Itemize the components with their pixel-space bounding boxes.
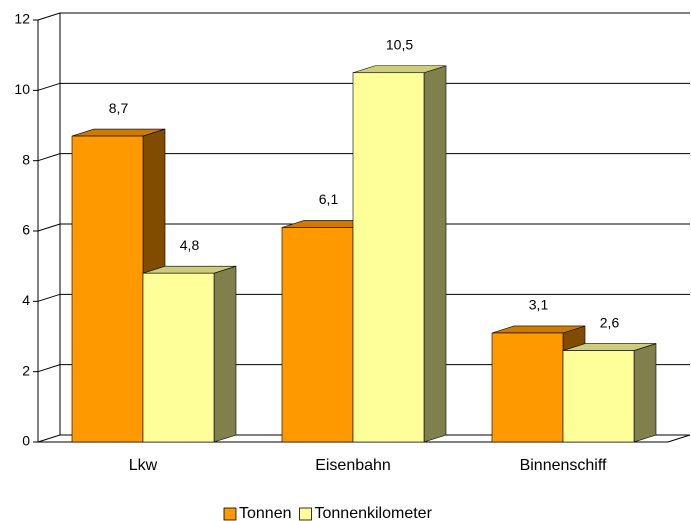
bar-front [142, 272, 215, 443]
bar-side [423, 65, 447, 443]
value-label: 3,1 [529, 297, 549, 313]
grid-line [37, 364, 690, 373]
y-tick-label: 12 [14, 11, 30, 27]
bar-front [562, 350, 635, 443]
floor [37, 434, 690, 443]
value-label: 6,1 [319, 191, 339, 207]
x-tick-label: Lkw [129, 457, 158, 474]
x-tick-label: Binnenschiff [520, 457, 607, 474]
grid-line [37, 223, 690, 232]
bar-side [213, 265, 237, 443]
y-tick-label: 10 [14, 81, 30, 97]
bar-front [352, 72, 425, 443]
y-tick-label: 4 [22, 292, 30, 308]
y-tick-label: 6 [22, 222, 30, 238]
grid-line [37, 82, 690, 91]
grid-line [37, 293, 690, 302]
bar-front [491, 332, 564, 443]
value-label: 10,5 [386, 36, 413, 52]
bar-front [71, 135, 144, 443]
y-tick-label: 8 [22, 151, 30, 167]
grid-line [37, 12, 690, 21]
legend-label: Tonnenkilometer [315, 505, 433, 521]
legend-swatch [299, 507, 312, 521]
value-label: 4,8 [180, 237, 200, 253]
legend-label: Tonnen [239, 505, 292, 521]
x-tick-label: Eisenbahn [315, 457, 391, 474]
bar [352, 65, 447, 443]
bar [142, 265, 237, 443]
value-label: 2,6 [600, 314, 620, 330]
bar-front [281, 227, 354, 443]
legend-swatch [223, 507, 237, 521]
y-tick-label: 0 [22, 433, 30, 449]
floor-right [667, 434, 691, 443]
grid-line [37, 153, 690, 162]
value-label: 8,7 [109, 100, 129, 116]
bar-side [633, 343, 657, 443]
y-tick-label: 2 [22, 362, 30, 378]
bar [562, 343, 657, 443]
